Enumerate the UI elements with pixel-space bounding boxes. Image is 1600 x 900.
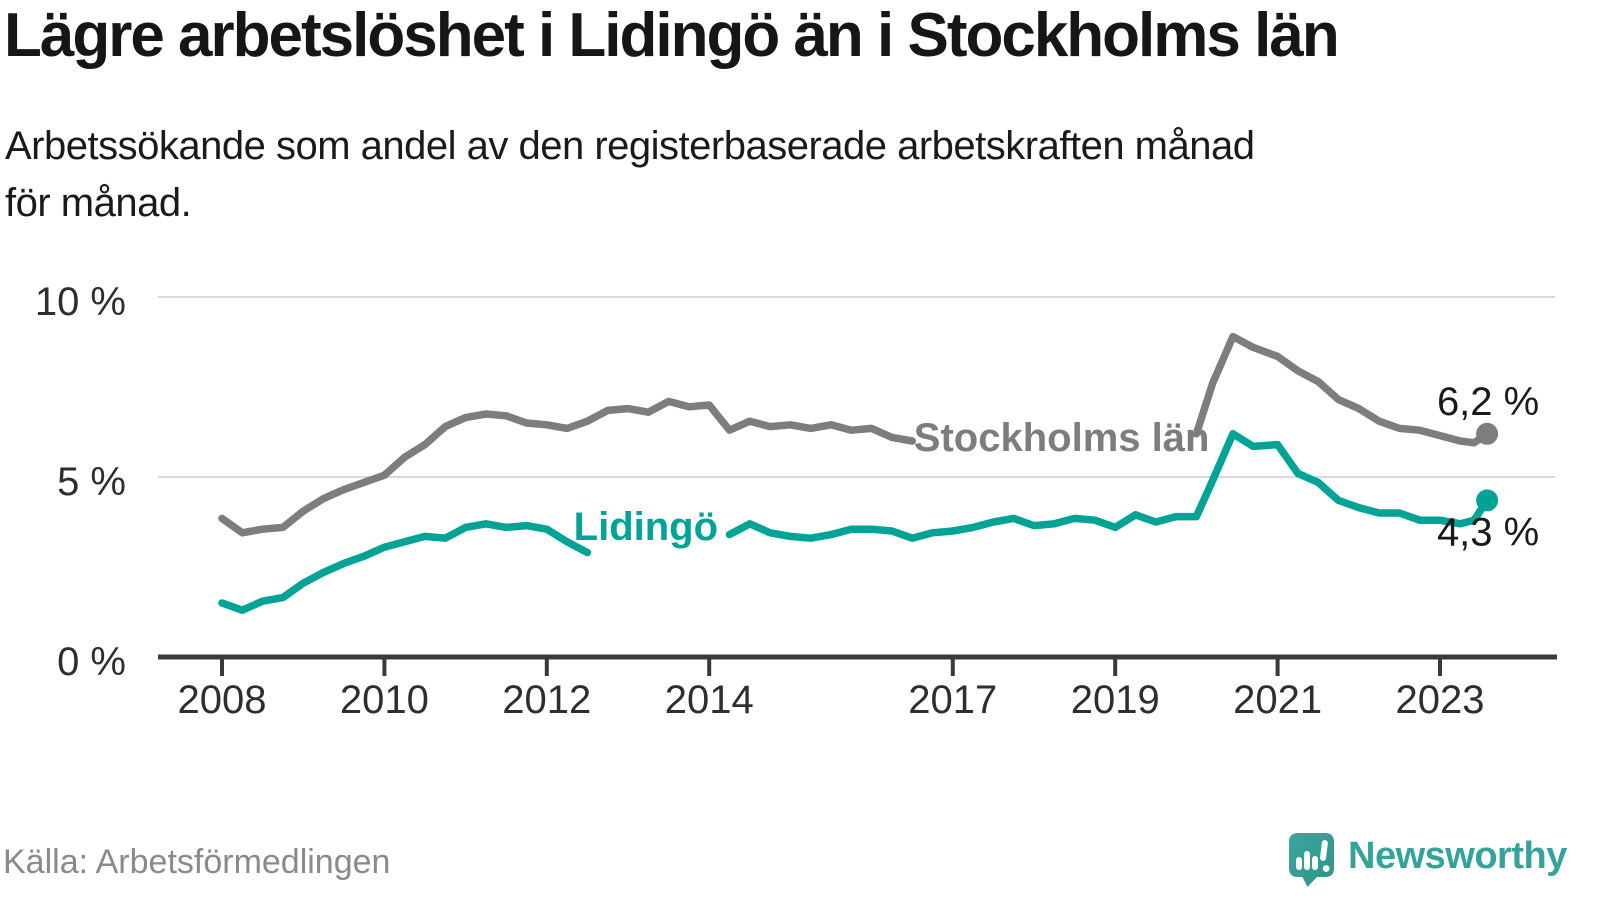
brand-footer: Newsworthy <box>1288 832 1567 888</box>
x-tick-label-2019: 2019 <box>1071 678 1160 722</box>
end-value-label-stockholms-lan: 6,2 % <box>1437 380 1539 424</box>
x-tick-label-2012: 2012 <box>502 678 591 722</box>
unemployment-line-chart: 0 % 5 % 10 % 2008 2010 2012 2014 2017 2019 2021 20… <box>35 280 1557 722</box>
series-end-dot-stockholms-lan <box>1476 422 1499 445</box>
series-label-lidingo: Lidingö <box>574 505 718 549</box>
brand-name: Newsworthy <box>1348 835 1567 877</box>
subtitle-line-1: Arbetssökande som andel av den registerb… <box>5 124 1255 168</box>
x-tick-label-2010: 2010 <box>340 678 429 722</box>
x-tick-label-2008: 2008 <box>178 678 267 722</box>
page-title: Lägre arbetslöshet i Lidingö än i Stockh… <box>4 1 1340 70</box>
y-tick-label-10: 10 % <box>35 280 126 324</box>
series-line-stockholms-lan <box>218 332 1491 537</box>
x-tick-label-2014: 2014 <box>665 678 754 722</box>
subtitle-line-2: för månad. <box>5 180 192 225</box>
series-end-dot-lidingo <box>1476 489 1499 512</box>
x-tick-label-2017: 2017 <box>908 678 997 722</box>
newsworthy-logo-icon <box>1289 833 1334 887</box>
y-tick-label-0: 0 % <box>57 640 126 684</box>
x-tick-label-2023: 2023 <box>1396 678 1485 722</box>
source-note: Källa: Arbetsförmedlingen <box>3 843 391 881</box>
x-tick-label-2021: 2021 <box>1233 678 1322 722</box>
series-line-lidingo <box>218 430 1491 614</box>
end-value-label-lidingo: 4,3 % <box>1437 510 1539 554</box>
chart-subtitle: Arbetssökande som andel av den registerb… <box>5 118 1565 232</box>
series-label-stockholms-lan: Stockholms län <box>914 416 1210 460</box>
y-tick-label-5: 5 % <box>57 460 126 504</box>
